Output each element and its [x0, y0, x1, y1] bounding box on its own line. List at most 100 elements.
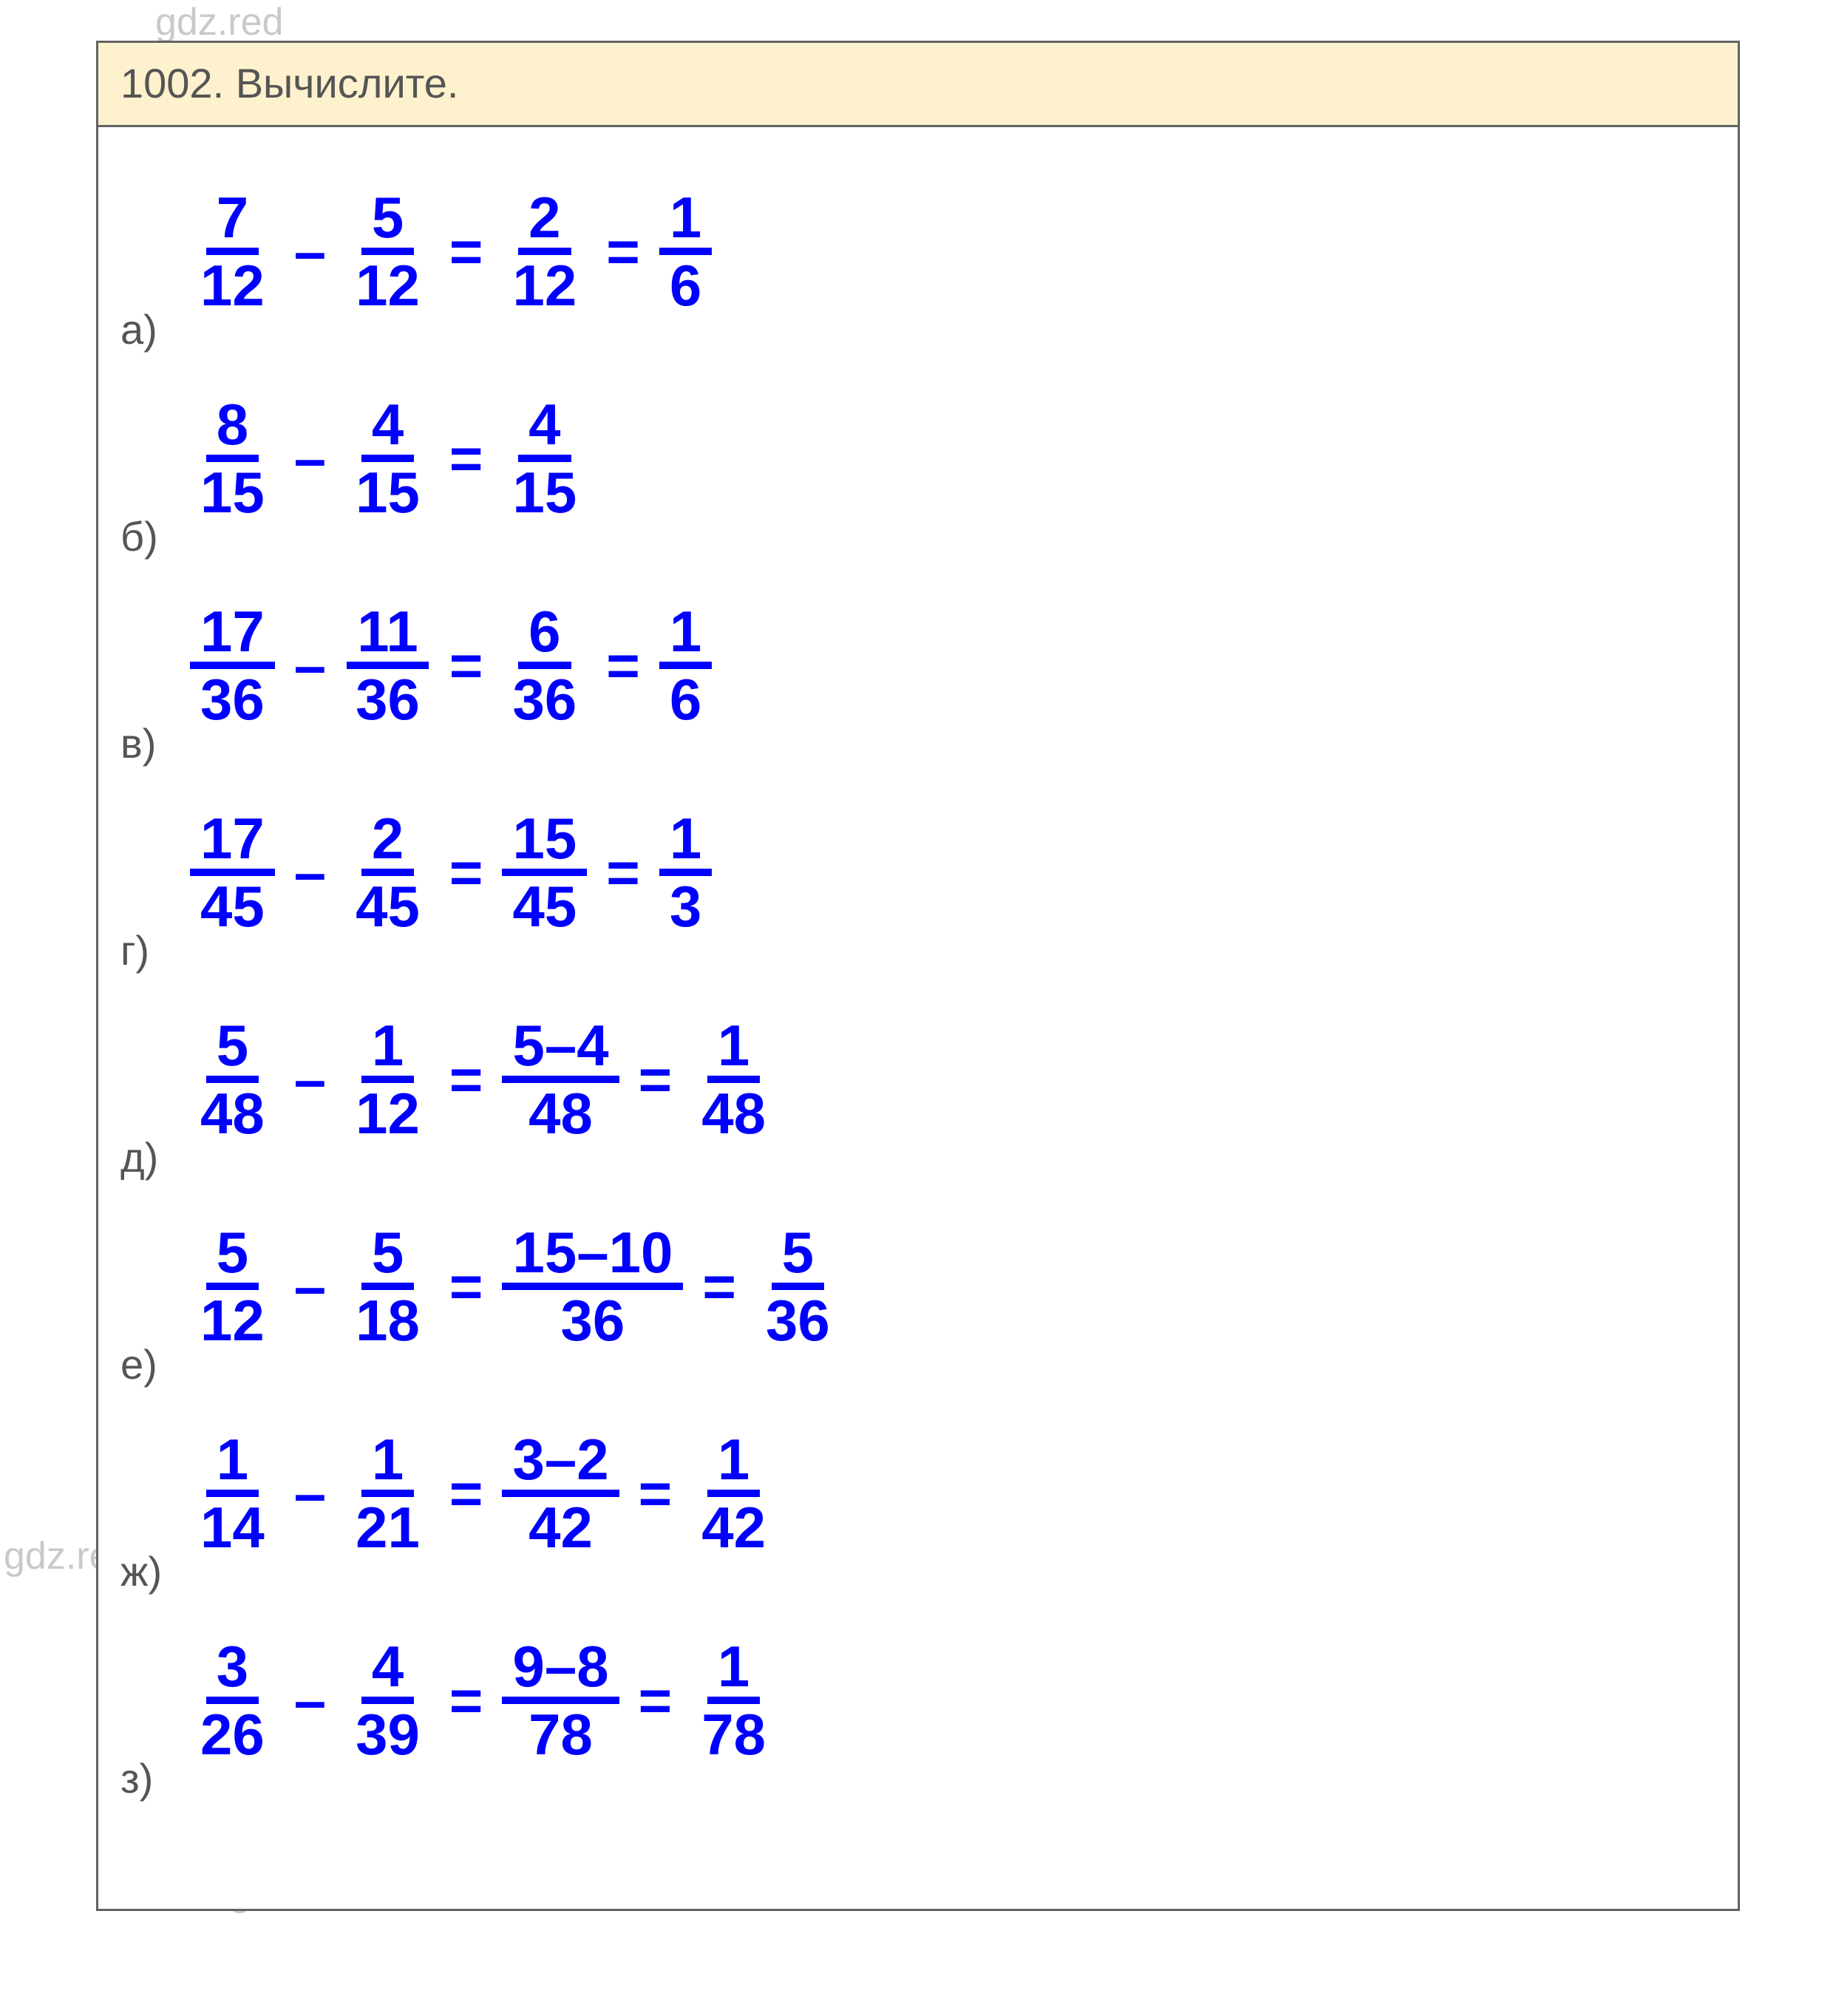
fraction-denominator: 6: [659, 669, 712, 730]
fraction-numerator: 1: [206, 1429, 259, 1497]
fraction-denominator: 12: [190, 255, 275, 316]
fraction: 9–878: [502, 1636, 619, 1765]
equals-sign: =: [438, 223, 495, 280]
equation: 548–112=5–448=148: [183, 1015, 783, 1144]
fraction: 518: [345, 1222, 430, 1351]
fraction-denominator: 12: [345, 255, 430, 316]
fraction-denominator: 45: [190, 876, 275, 937]
minus-sign: –: [282, 1258, 338, 1315]
row-label: б): [120, 516, 174, 563]
equals-sign: =: [594, 637, 652, 694]
equals-sign: =: [594, 844, 652, 901]
exercise-frame: 1002. Вычислите. а)712–512=212=16б)815–4…: [96, 41, 1740, 1911]
solution-row: г)1745–245=1545=13: [120, 785, 1716, 977]
equation: 114–121=3–242=142: [183, 1429, 783, 1558]
fraction-numerator: 4: [361, 1636, 414, 1704]
equals-sign: =: [438, 430, 495, 487]
fraction: 636: [502, 601, 587, 730]
minus-sign: –: [282, 637, 338, 694]
fraction: 148: [691, 1015, 776, 1144]
equals-sign: =: [438, 1671, 495, 1729]
fraction: 142: [691, 1429, 776, 1558]
fraction-numerator: 3–2: [502, 1429, 619, 1497]
fraction-denominator: 39: [345, 1704, 430, 1765]
fraction-numerator: 5: [206, 1015, 259, 1083]
fraction: 114: [190, 1429, 275, 1558]
fraction: 1545: [502, 808, 587, 937]
fraction-numerator: 2: [361, 808, 414, 876]
row-label: з): [120, 1758, 174, 1805]
fraction: 15–1036: [502, 1222, 683, 1351]
solution-row: е)512–518=15–1036=536: [120, 1199, 1716, 1391]
fraction-numerator: 5–4: [502, 1015, 619, 1083]
fraction-numerator: 1: [707, 1015, 760, 1083]
solutions-area: а)712–512=212=16б)815–415=415в)1736–1136…: [98, 127, 1738, 1842]
fraction: 512: [190, 1222, 275, 1351]
fraction-denominator: 12: [190, 1290, 275, 1351]
fraction-numerator: 1: [361, 1015, 414, 1083]
fraction-numerator: 5: [772, 1222, 824, 1290]
equals-sign: =: [627, 1051, 684, 1108]
equation: 815–415=415: [183, 394, 594, 523]
fraction: 815: [190, 394, 275, 523]
equals-sign: =: [627, 1465, 684, 1522]
watermark: gdz.red: [155, 0, 283, 44]
row-label: г): [120, 930, 174, 977]
fraction-numerator: 1: [659, 601, 712, 669]
fraction-numerator: 6: [518, 601, 571, 669]
row-label: ж): [120, 1551, 174, 1598]
fraction: 5–448: [502, 1015, 619, 1144]
equation: 1736–1136=636=16: [183, 601, 719, 730]
fraction-numerator: 8: [206, 394, 259, 462]
equals-sign: =: [594, 223, 652, 280]
solution-row: а)712–512=212=16: [120, 164, 1716, 356]
equals-sign: =: [438, 1051, 495, 1108]
solution-row: в)1736–1136=636=16: [120, 578, 1716, 770]
fraction: 512: [345, 187, 430, 316]
question-number: 1002.: [120, 60, 224, 106]
fraction: 415: [502, 394, 587, 523]
fraction-denominator: 42: [691, 1497, 776, 1558]
fraction-denominator: 42: [518, 1497, 603, 1558]
fraction-numerator: 5: [206, 1222, 259, 1290]
equation: 326–439=9–878=178: [183, 1636, 783, 1765]
fraction: 439: [345, 1636, 430, 1765]
fraction-denominator: 15: [190, 462, 275, 523]
fraction: 326: [190, 1636, 275, 1765]
equals-sign: =: [438, 844, 495, 901]
equals-sign: =: [690, 1258, 748, 1315]
fraction: 536: [755, 1222, 840, 1351]
fraction: 3–242: [502, 1429, 619, 1558]
fraction-numerator: 7: [206, 187, 259, 255]
fraction: 712: [190, 187, 275, 316]
fraction-numerator: 15–10: [502, 1222, 683, 1290]
fraction-denominator: 36: [755, 1290, 840, 1351]
fraction-numerator: 15: [502, 808, 587, 876]
fraction: 112: [345, 1015, 430, 1144]
fraction-denominator: 48: [518, 1083, 603, 1144]
question-prompt: Вычислите.: [236, 60, 459, 106]
equation: 712–512=212=16: [183, 187, 719, 316]
equals-sign: =: [438, 1465, 495, 1522]
row-label: д): [120, 1137, 174, 1184]
fraction-denominator: 26: [190, 1704, 275, 1765]
minus-sign: –: [282, 1671, 338, 1729]
fraction: 415: [345, 394, 430, 523]
solution-row: д)548–112=5–448=148: [120, 992, 1716, 1184]
fraction-denominator: 6: [659, 255, 712, 316]
fraction: 1136: [345, 601, 430, 730]
minus-sign: –: [282, 1051, 338, 1108]
fraction: 212: [502, 187, 587, 316]
fraction: 16: [659, 601, 712, 730]
fraction-denominator: 36: [345, 669, 430, 730]
solution-row: б)815–415=415: [120, 371, 1716, 563]
fraction-denominator: 12: [502, 255, 587, 316]
fraction: 548: [190, 1015, 275, 1144]
fraction-denominator: 48: [190, 1083, 275, 1144]
equation: 512–518=15–1036=536: [183, 1222, 848, 1351]
equals-sign: =: [438, 1258, 495, 1315]
fraction: 121: [345, 1429, 430, 1558]
fraction: 16: [659, 187, 712, 316]
fraction-denominator: 36: [502, 669, 587, 730]
fraction: 1745: [190, 808, 275, 937]
